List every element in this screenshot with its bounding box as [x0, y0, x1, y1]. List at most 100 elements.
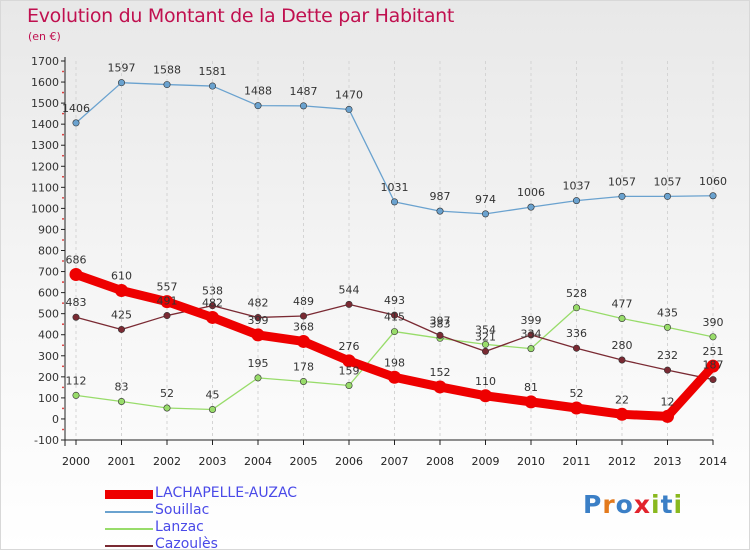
data-label-cazoules: 399 [521, 314, 542, 327]
data-point-lachapelle-auzac [524, 395, 538, 409]
data-point-lachapelle-auzac [615, 407, 629, 421]
data-point-cazoules [663, 366, 671, 374]
x-tick-label: 2002 [153, 455, 181, 468]
data-label-lachapelle-auzac: 12 [661, 395, 675, 408]
data-point-lanzac [390, 328, 398, 336]
data-label-souillac: 1031 [381, 181, 409, 194]
brand-letter: r [602, 490, 616, 519]
data-label-cazoules: 321 [475, 330, 496, 343]
data-point-souillac [118, 79, 126, 87]
data-point-souillac [390, 198, 398, 206]
data-point-souillac [209, 82, 217, 90]
legend-swatch-cazoules [105, 545, 153, 547]
data-label-cazoules: 491 [157, 295, 178, 308]
data-point-lachapelle-auzac [251, 328, 265, 342]
data-label-cazoules: 280 [612, 339, 633, 352]
data-label-lanzac: 390 [703, 316, 724, 329]
y-minor-tick [62, 175, 64, 178]
data-point-souillac [72, 119, 80, 127]
data-point-cazoules [572, 344, 580, 352]
data-label-souillac: 1037 [563, 180, 591, 193]
y-minor-tick [62, 428, 64, 431]
y-minor-tick [62, 365, 64, 368]
data-label-lachapelle-auzac: 368 [293, 320, 314, 333]
y-minor-tick [62, 91, 64, 94]
data-point-souillac [618, 192, 626, 200]
data-label-lachapelle-auzac: 110 [475, 375, 496, 388]
y-minor-tick [62, 323, 64, 326]
brand-letter: P [583, 490, 603, 519]
data-point-lachapelle-auzac [433, 380, 447, 394]
data-point-cazoules [481, 347, 489, 355]
data-label-souillac: 974 [475, 193, 496, 206]
y-tick-label: 1600 [31, 76, 59, 89]
y-tick-label: 800 [38, 245, 59, 258]
brand-letter: t [660, 490, 674, 519]
x-tick-label: 2001 [108, 455, 136, 468]
data-label-lanzac: 528 [566, 287, 587, 300]
data-label-lanzac: 477 [612, 298, 633, 311]
data-point-lachapelle-auzac [206, 310, 219, 324]
data-point-lanzac [663, 323, 671, 331]
data-point-lanzac [299, 377, 307, 385]
data-point-souillac [163, 81, 171, 89]
data-point-cazoules [618, 356, 626, 364]
data-point-lachapelle-auzac [661, 409, 674, 423]
data-point-souillac [709, 192, 717, 200]
data-point-souillac [663, 192, 671, 200]
x-tick-label: 2010 [517, 455, 545, 468]
legend-label-lanzac: Lanzac [155, 519, 204, 535]
legend-item-lachapelle-auzac: LACHAPELLE-AUZAC [105, 485, 365, 503]
data-point-souillac [481, 210, 489, 218]
y-minor-tick [62, 196, 64, 199]
legend-label-souillac: Souillac [155, 502, 210, 518]
y-tick-label: 1100 [31, 181, 59, 194]
chart-title: Evolution du Montant de la Dette par Hab… [27, 5, 455, 27]
y-minor-tick [62, 281, 64, 283]
data-point-souillac [436, 207, 444, 215]
data-point-cazoules [72, 313, 80, 321]
data-label-lachapelle-auzac: 686 [66, 254, 87, 267]
x-tick-label: 2012 [608, 455, 636, 468]
data-label-lachapelle-auzac: 399 [248, 314, 269, 327]
y-minor-tick [62, 70, 64, 73]
data-point-cazoules [345, 300, 353, 308]
data-point-souillac [572, 197, 580, 205]
y-tick-label: 300 [38, 350, 59, 363]
data-label-souillac: 1488 [244, 85, 272, 98]
data-label-lachapelle-auzac: 52 [570, 387, 584, 400]
data-point-cazoules [390, 311, 398, 319]
legend-swatch-lachapelle-auzac [105, 490, 153, 499]
legend: LACHAPELLE-AUZAC Souillac Lanzac Cazoulè… [105, 485, 365, 549]
data-label-lanzac: 334 [521, 328, 542, 341]
data-point-cazoules [527, 331, 535, 339]
data-point-lachapelle-auzac [388, 370, 401, 384]
data-point-lanzac [572, 304, 580, 312]
y-minor-tick [62, 302, 64, 305]
y-tick-label: 1400 [31, 118, 59, 131]
data-label-lanzac: 112 [66, 374, 87, 387]
data-point-lanzac [163, 404, 171, 412]
y-tick-label: 400 [38, 329, 59, 342]
data-label-lachapelle-auzac: 81 [524, 381, 538, 394]
data-label-lanzac: 52 [160, 387, 174, 400]
legend-label-lachapelle-auzac: LACHAPELLE-AUZAC [155, 485, 298, 501]
legend-item-lanzac: Lanzac [105, 519, 365, 537]
data-label-souillac: 1060 [699, 175, 727, 188]
data-point-lachapelle-auzac [297, 334, 310, 348]
data-label-souillac: 1406 [62, 102, 90, 115]
data-label-lanzac: 383 [430, 317, 451, 330]
data-label-souillac: 1597 [108, 62, 136, 75]
x-tick-label: 2009 [472, 455, 500, 468]
data-point-lanzac [345, 381, 353, 389]
data-label-lanzac: 159 [339, 364, 360, 377]
data-point-cazoules [709, 376, 717, 384]
x-tick-label: 2003 [199, 455, 227, 468]
x-tick-label: 2005 [290, 455, 318, 468]
data-label-cazoules: 232 [657, 349, 678, 362]
data-point-souillac [254, 102, 262, 110]
data-label-cazoules: 538 [202, 285, 223, 298]
y-tick-label: 1000 [31, 202, 59, 215]
data-point-lanzac [618, 315, 626, 323]
y-minor-tick [62, 260, 64, 262]
